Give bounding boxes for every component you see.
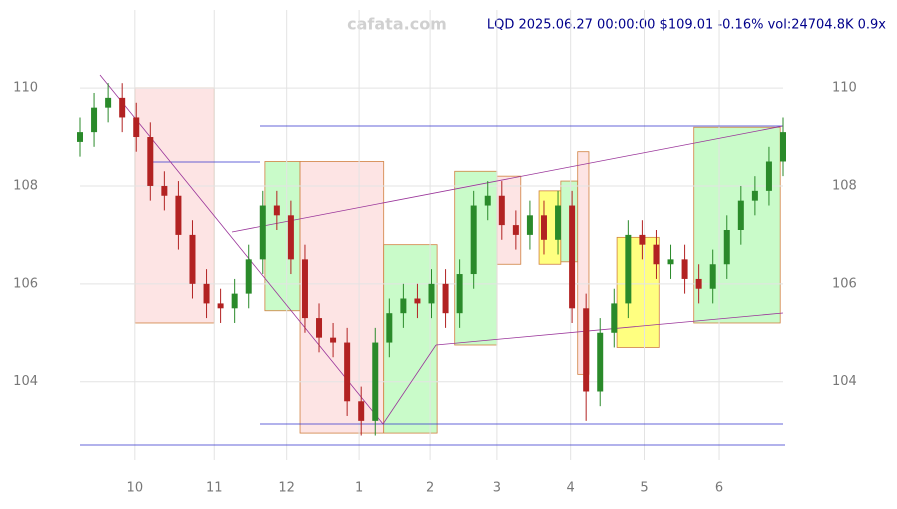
candle-body xyxy=(217,303,224,309)
zone xyxy=(264,161,301,312)
candle-body xyxy=(667,259,674,265)
watermark: cafata.com xyxy=(347,15,447,34)
candle-body xyxy=(709,264,716,289)
candle-body xyxy=(737,200,744,230)
candle-body xyxy=(555,205,562,240)
y-tick-label: 110 xyxy=(13,81,38,96)
candle-body xyxy=(695,278,702,289)
candle-body xyxy=(358,401,365,421)
zone xyxy=(299,161,385,434)
x-tick-label: 1 xyxy=(355,481,363,496)
x-tick-label: 12 xyxy=(278,481,295,496)
candle-body xyxy=(470,205,477,275)
candle-body xyxy=(400,298,407,314)
candle-body xyxy=(316,318,323,338)
y-tick-label: 106 xyxy=(832,276,857,291)
zone xyxy=(693,126,781,324)
candle-body xyxy=(77,132,83,142)
candle-body xyxy=(723,230,730,265)
candle-body xyxy=(386,313,393,343)
candle-body xyxy=(569,205,576,309)
candle-body xyxy=(639,234,646,245)
candle-body xyxy=(428,283,435,304)
x-tick-label: 11 xyxy=(206,481,223,496)
candle-body xyxy=(245,259,252,294)
chart-title: LQD 2025.06.27 00:00:00 $109.01 -0.16% v… xyxy=(487,18,886,33)
x-tick-label: 10 xyxy=(127,481,144,496)
candle-body xyxy=(681,259,688,279)
x-tick-label: 6 xyxy=(715,481,723,496)
trend-line xyxy=(435,312,784,346)
candle-body xyxy=(625,234,632,304)
y-tick-label: 106 xyxy=(13,276,38,291)
candle-body xyxy=(301,259,308,319)
candle-body xyxy=(330,337,337,343)
zone xyxy=(616,236,660,348)
candle-body xyxy=(287,215,294,260)
x-tick-label: 3 xyxy=(493,481,501,496)
candle-body xyxy=(133,117,140,138)
candle-body xyxy=(203,283,210,304)
candle-body xyxy=(91,107,98,133)
y-tick-label: 108 xyxy=(832,178,857,193)
candle-body xyxy=(765,161,772,191)
candle-body xyxy=(583,308,590,392)
candle-body xyxy=(259,205,266,260)
candle-body xyxy=(231,293,238,309)
y-tick-label: 110 xyxy=(832,81,857,96)
candle-body xyxy=(105,97,112,108)
zone xyxy=(134,87,215,324)
x-tick-label: 5 xyxy=(640,481,648,496)
candle-body xyxy=(273,205,280,216)
candle-body xyxy=(597,332,604,392)
candle-body xyxy=(344,342,351,402)
candle-body xyxy=(611,303,618,333)
candle-body xyxy=(189,234,196,284)
x-tick-label: 2 xyxy=(426,481,434,496)
y-tick-label: 104 xyxy=(13,374,38,389)
x-tick-label: 4 xyxy=(567,481,575,496)
candle-body xyxy=(119,97,126,118)
candle-body xyxy=(372,342,379,421)
candle-body xyxy=(512,225,519,235)
zone xyxy=(383,244,438,434)
trend-line xyxy=(231,125,784,233)
candle-body xyxy=(484,195,491,206)
candle-body xyxy=(147,137,154,186)
candle-body xyxy=(456,274,463,314)
candle-body xyxy=(780,132,786,162)
y-tick-label: 104 xyxy=(832,374,857,389)
candle-body xyxy=(751,190,758,201)
candle-body xyxy=(498,195,505,226)
trend-line xyxy=(99,74,384,425)
candle-body xyxy=(540,215,547,240)
candle-body xyxy=(653,244,660,265)
candle-body xyxy=(414,298,421,304)
candle-body xyxy=(526,215,533,235)
candle-body xyxy=(442,283,449,314)
candle-body xyxy=(161,185,168,196)
trend-line xyxy=(382,344,437,425)
y-tick-label: 108 xyxy=(13,178,38,193)
candle-body xyxy=(175,195,182,235)
